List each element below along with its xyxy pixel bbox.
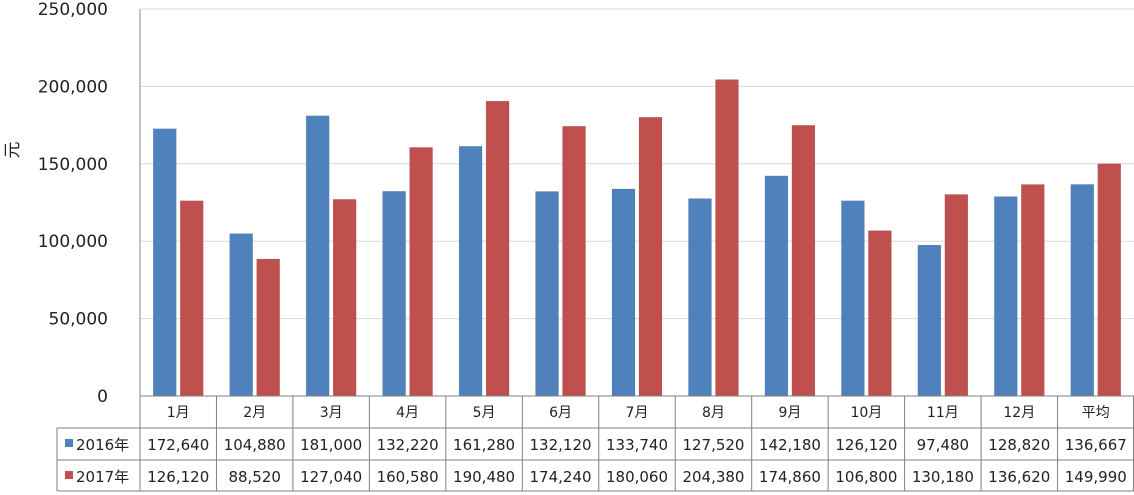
bar <box>458 146 483 397</box>
bar <box>611 188 636 397</box>
y-tick-label: 0 <box>97 387 108 407</box>
data-label: 132,220 <box>377 436 439 454</box>
y-tick-label: 200,000 <box>38 77 108 97</box>
bar <box>562 126 586 397</box>
data-label: 126,120 <box>835 436 897 454</box>
legend-label: 2016年 <box>76 436 129 454</box>
bar <box>791 125 816 397</box>
y-tick-label: 50,000 <box>49 310 108 330</box>
y-tick-label: 250,000 <box>38 0 108 20</box>
data-label: 130,180 <box>912 468 974 486</box>
data-label: 127,520 <box>682 436 744 454</box>
x-tick-label: 11月 <box>927 405 959 421</box>
bar <box>256 258 280 397</box>
data-label: 174,240 <box>530 468 592 486</box>
data-label: 133,740 <box>606 436 668 454</box>
bar <box>535 191 559 397</box>
bar <box>1021 184 1045 397</box>
data-label: 104,880 <box>224 436 286 454</box>
x-tick-label: 平均 <box>1082 405 1110 421</box>
y-tick-label: 100,000 <box>38 232 108 252</box>
legend-key <box>65 471 73 479</box>
bar <box>1097 163 1122 397</box>
x-tick-label: 1月 <box>167 405 190 421</box>
data-label: 174,860 <box>759 468 821 486</box>
bar <box>485 100 510 397</box>
bar <box>179 200 204 397</box>
x-tick-label: 4月 <box>396 405 419 421</box>
data-label: 106,800 <box>835 468 897 486</box>
data-label: 142,180 <box>759 436 821 454</box>
y-tick-label: 150,000 <box>38 155 108 175</box>
data-label: 149,990 <box>1065 468 1127 486</box>
data-label: 128,820 <box>988 436 1050 454</box>
x-tick-label: 6月 <box>549 405 572 421</box>
bar <box>409 147 433 397</box>
bar <box>944 194 969 397</box>
data-label: 204,380 <box>682 468 744 486</box>
plot-area <box>140 9 1134 396</box>
bar <box>688 198 712 397</box>
data-label: 88,520 <box>228 468 281 486</box>
data-label: 136,667 <box>1065 436 1127 454</box>
data-label: 190,480 <box>453 468 515 486</box>
x-tick-label: 2月 <box>243 405 266 421</box>
bar <box>382 191 406 397</box>
data-label: 97,480 <box>917 436 970 454</box>
data-label: 181,000 <box>300 436 362 454</box>
y-axis-label: 元 <box>3 142 23 159</box>
data-label: 161,280 <box>453 436 515 454</box>
bar <box>917 244 942 397</box>
bar <box>868 230 892 397</box>
data-label: 172,640 <box>147 436 209 454</box>
bar <box>305 115 330 397</box>
bar <box>994 196 1018 397</box>
bar <box>841 200 865 397</box>
bar <box>764 175 789 397</box>
bar <box>332 199 357 397</box>
data-label: 126,120 <box>147 468 209 486</box>
x-tick-label: 3月 <box>320 405 343 421</box>
legend-label: 2017年 <box>76 468 129 486</box>
x-tick-label: 7月 <box>626 405 649 421</box>
x-tick-label: 9月 <box>778 405 801 421</box>
bar <box>638 117 663 397</box>
legend-key <box>65 439 73 447</box>
bar <box>229 233 253 397</box>
x-tick-label: 12月 <box>1003 405 1035 421</box>
x-tick-label: 10月 <box>850 405 882 421</box>
bar <box>715 79 739 397</box>
data-label: 136,620 <box>988 468 1050 486</box>
x-tick-label: 5月 <box>473 405 496 421</box>
data-label: 132,120 <box>530 436 592 454</box>
data-label: 127,040 <box>300 468 362 486</box>
data-label: 180,060 <box>606 468 668 486</box>
data-label: 160,580 <box>377 468 439 486</box>
bar <box>1070 184 1095 397</box>
bar <box>152 128 177 397</box>
x-tick-label: 8月 <box>702 405 725 421</box>
